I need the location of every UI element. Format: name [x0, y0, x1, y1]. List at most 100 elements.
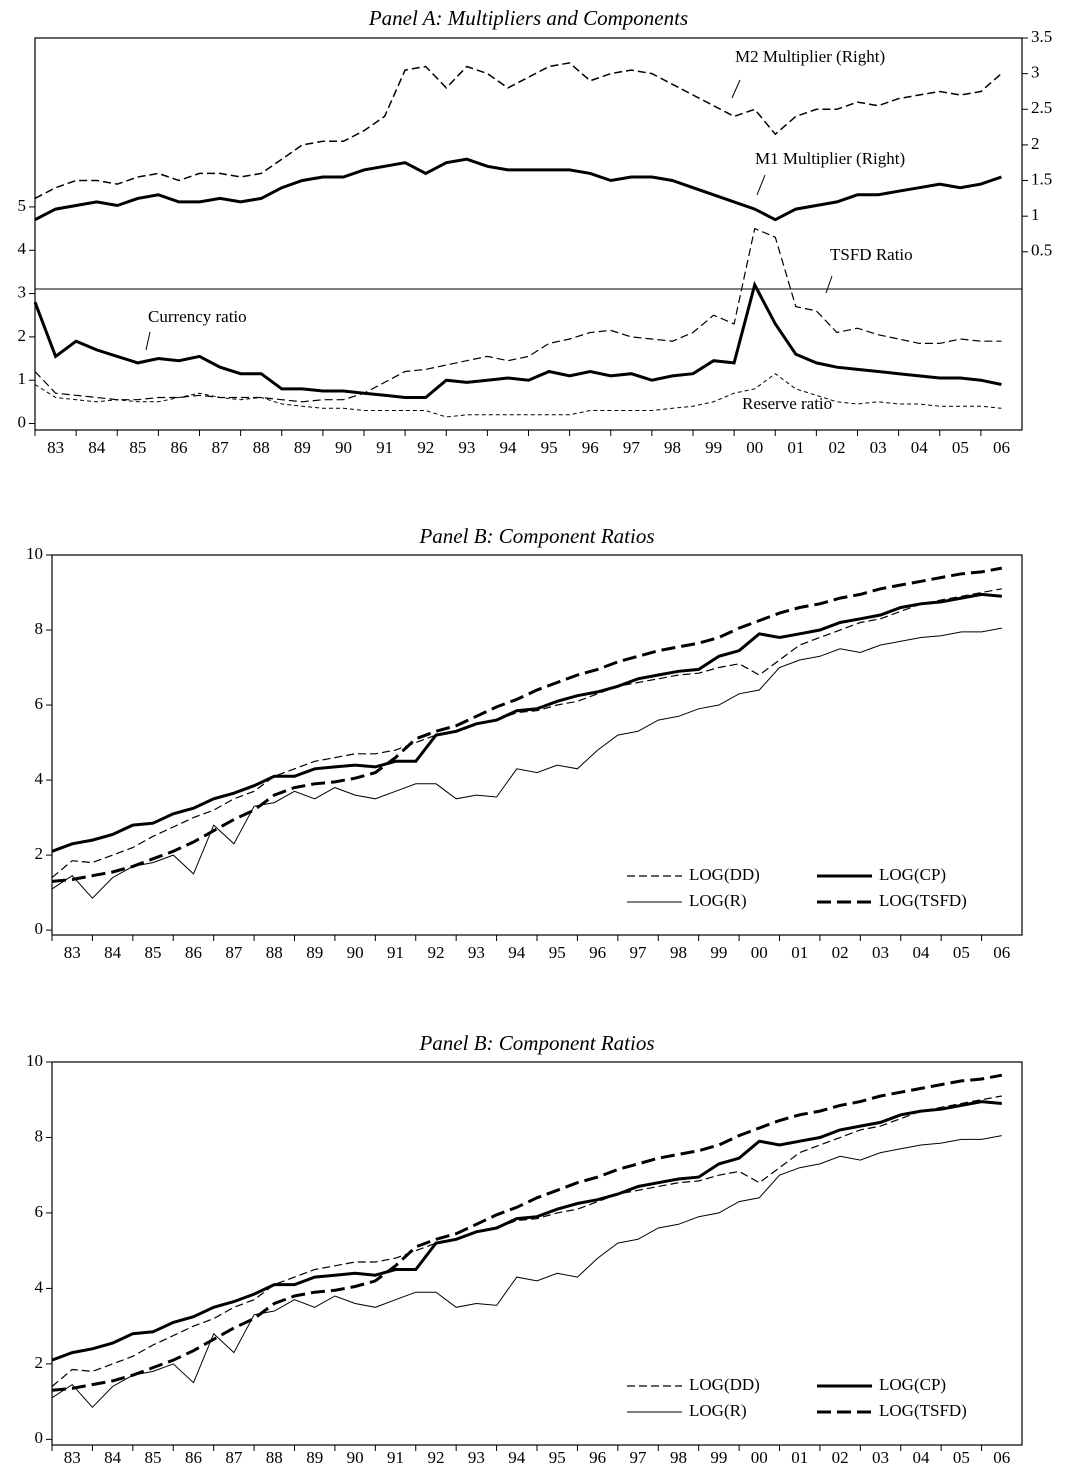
x-tick-label: 83	[64, 943, 81, 962]
series-line	[51, 1100, 1002, 1362]
x-tick-label: 91	[387, 943, 404, 962]
series-line	[34, 373, 1002, 418]
x-tick-label: 98	[664, 438, 681, 457]
series-line	[34, 157, 1002, 222]
x-tick-label: 93	[468, 943, 485, 962]
legend-label: LOG(TSFD)	[879, 891, 967, 910]
x-tick-label: 86	[170, 438, 187, 457]
x-tick-label: 01	[787, 438, 804, 457]
chart-title: Panel A: Multipliers and Components	[368, 6, 688, 30]
x-tick-label: 90	[347, 943, 364, 962]
x-tick-label: 92	[427, 1448, 444, 1467]
y-tick-label: 8	[35, 1126, 44, 1145]
y-tick-label: 1	[18, 369, 27, 388]
y-tick-label: 6	[35, 1202, 44, 1221]
x-tick-label: 04	[912, 1448, 930, 1467]
annotation-leader	[731, 79, 741, 99]
y-tick-label: 5	[18, 196, 27, 215]
series-annotation: M2 Multiplier (Right)	[735, 47, 885, 66]
x-tick-label: 01	[791, 1448, 808, 1467]
legend-label: LOG(CP)	[879, 865, 946, 884]
x-tick-label: 99	[705, 438, 722, 457]
x-tick-label: 01	[791, 943, 808, 962]
chart-title: Panel B: Component Ratios	[418, 1031, 654, 1055]
legend-label: LOG(DD)	[689, 1375, 760, 1394]
chart-title: Panel B: Component Ratios	[418, 524, 654, 548]
series-line	[51, 627, 1002, 899]
series-annotation: Reserve ratio	[742, 394, 832, 413]
x-tick-label: 84	[104, 1448, 122, 1467]
y-tick-label: 0	[35, 1428, 44, 1447]
x-tick-label: 98	[670, 1448, 687, 1467]
plot-frame	[51, 554, 1023, 936]
x-tick-label: 98	[670, 943, 687, 962]
x-tick-label: 03	[872, 1448, 889, 1467]
x-tick-label: 87	[225, 1448, 243, 1467]
x-tick-label: 04	[912, 943, 930, 962]
legend-label: LOG(R)	[689, 891, 747, 910]
x-tick-label: 94	[508, 1448, 526, 1467]
series-annotation: Currency ratio	[148, 307, 247, 326]
series-line	[34, 227, 1002, 403]
x-tick-label: 05	[952, 438, 969, 457]
series-line	[51, 592, 1002, 853]
series-annotation: TSFD Ratio	[830, 245, 913, 264]
x-tick-label: 97	[623, 438, 641, 457]
y-tick-label: 2	[35, 1353, 44, 1372]
y-tick-label: 10	[26, 1051, 43, 1070]
x-tick-label: 89	[306, 943, 323, 962]
y2-tick-label: 3.5	[1031, 27, 1052, 46]
y-tick-label: 2	[18, 326, 27, 345]
plot-frame	[51, 1061, 1023, 1446]
y-tick-label: 4	[35, 769, 44, 788]
x-tick-label: 85	[145, 1448, 162, 1467]
x-tick-label: 90	[347, 1448, 364, 1467]
x-tick-label: 88	[266, 1448, 283, 1467]
series-line	[51, 1073, 1003, 1392]
x-tick-label: 88	[266, 943, 283, 962]
y2-tick-label: 1.5	[1031, 169, 1052, 188]
legend-label: LOG(R)	[689, 1401, 747, 1420]
x-tick-label: 89	[294, 438, 311, 457]
x-tick-label: 96	[589, 1448, 606, 1467]
x-tick-label: 03	[872, 943, 889, 962]
x-tick-label: 85	[145, 943, 162, 962]
x-tick-label: 87	[225, 943, 243, 962]
y-tick-label: 3	[18, 282, 27, 301]
y-tick-label: 4	[35, 1277, 44, 1296]
y-tick-label: 8	[35, 619, 44, 638]
x-tick-label: 83	[64, 1448, 81, 1467]
series-line	[33, 280, 1002, 399]
x-tick-label: 94	[508, 943, 526, 962]
annotation-leader	[756, 174, 766, 196]
x-tick-label: 91	[387, 1448, 404, 1467]
x-tick-label: 04	[911, 438, 929, 457]
annotation-leader	[145, 331, 151, 351]
y-tick-label: 2	[35, 844, 44, 863]
x-tick-label: 06	[993, 943, 1010, 962]
x-tick-label: 84	[88, 438, 106, 457]
x-tick-label: 06	[993, 438, 1010, 457]
y2-tick-label: 3	[1031, 63, 1040, 82]
y2-tick-label: 1	[1031, 205, 1040, 224]
x-tick-label: 99	[710, 1448, 727, 1467]
x-tick-label: 92	[427, 943, 444, 962]
x-tick-label: 92	[417, 438, 434, 457]
x-tick-label: 00	[746, 438, 763, 457]
x-tick-label: 97	[630, 1448, 648, 1467]
x-tick-label: 06	[993, 1448, 1010, 1467]
x-tick-label: 05	[953, 943, 970, 962]
x-tick-label: 87	[212, 438, 230, 457]
series-line	[51, 588, 1002, 879]
series-line	[51, 1135, 1002, 1409]
y2-tick-label: 2.5	[1031, 98, 1052, 117]
y-tick-label: 6	[35, 694, 44, 713]
x-tick-label: 00	[751, 1448, 768, 1467]
x-tick-label: 02	[828, 438, 845, 457]
x-tick-label: 83	[47, 438, 64, 457]
x-tick-label: 95	[549, 943, 566, 962]
x-tick-label: 99	[710, 943, 727, 962]
x-tick-label: 86	[185, 943, 202, 962]
